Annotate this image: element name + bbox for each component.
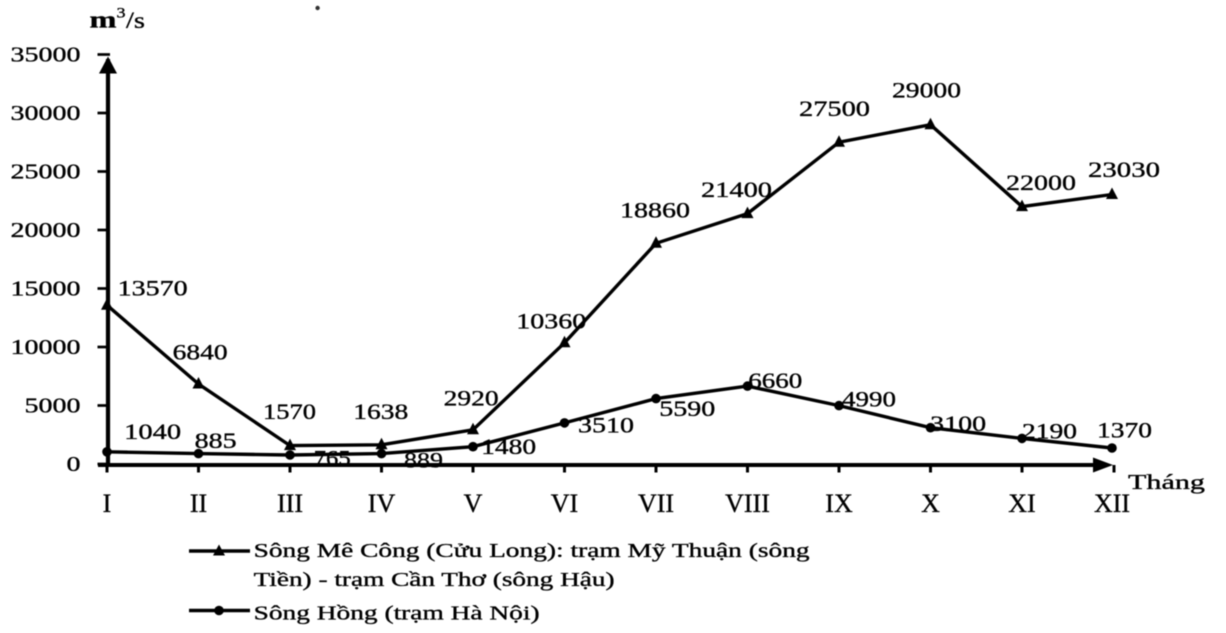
svg-text:I: I [103,489,112,518]
svg-text:4990: 4990 [842,387,896,412]
svg-text:1040: 1040 [124,419,181,444]
svg-text:29000: 29000 [892,78,961,103]
svg-text:III: III [277,489,303,518]
svg-text:5590: 5590 [659,396,715,421]
svg-text:VI: VI [551,489,578,518]
svg-text:V: V [464,489,483,518]
svg-text:18860: 18860 [620,198,690,223]
svg-text:10360: 10360 [516,309,586,334]
svg-text:VIII: VIII [725,489,770,518]
svg-text:II: II [190,489,207,518]
svg-text:35000: 35000 [11,43,81,67]
svg-text:1370: 1370 [1097,418,1152,443]
svg-text:6840: 6840 [173,340,228,365]
svg-text:15000: 15000 [11,277,81,301]
svg-text:20000: 20000 [11,218,81,242]
svg-text:XII: XII [1094,489,1130,518]
svg-text:Sông Mê Công (Cửu Long): trạm: Sông Mê Công (Cửu Long): trạm Mỹ Thuận (… [254,540,810,562]
svg-text:5000: 5000 [25,394,81,418]
svg-text:23030: 23030 [1088,157,1160,182]
svg-text:3100: 3100 [930,411,986,436]
svg-text:XI: XI [1008,489,1035,518]
svg-text:IX: IX [825,489,853,518]
svg-text:Tiền) - trạm Cần Thơ (sông Hậu: Tiền) - trạm Cần Thơ (sông Hậu) [254,569,615,591]
svg-text:m: m [90,8,117,34]
svg-text:3: 3 [117,6,126,22]
svg-text:2920: 2920 [444,386,499,411]
svg-text:VII: VII [638,489,674,518]
svg-text:Sông Hồng (trạm Hà Nội): Sông Hồng (trạm Hà Nội) [254,603,540,625]
svg-text:27500: 27500 [799,96,870,121]
svg-text:1480: 1480 [481,434,536,459]
svg-text:30000: 30000 [11,101,81,125]
svg-text:21400: 21400 [701,177,772,202]
svg-text:22000: 22000 [1006,170,1076,195]
svg-text:1570: 1570 [263,399,316,424]
svg-text:10000: 10000 [11,335,81,359]
svg-text:2190: 2190 [1022,419,1077,444]
svg-text:885: 885 [195,428,237,453]
svg-text:3510: 3510 [578,413,634,438]
svg-text:X: X [921,489,940,518]
svg-text:25000: 25000 [11,160,81,184]
svg-text:13570: 13570 [118,276,188,301]
svg-text:IV: IV [368,489,396,518]
svg-text:Tháng: Tháng [1128,470,1206,494]
svg-text:/s: /s [126,8,145,33]
svg-text:6660: 6660 [748,368,802,393]
svg-text:1638: 1638 [353,399,408,424]
svg-text:0: 0 [67,452,81,476]
